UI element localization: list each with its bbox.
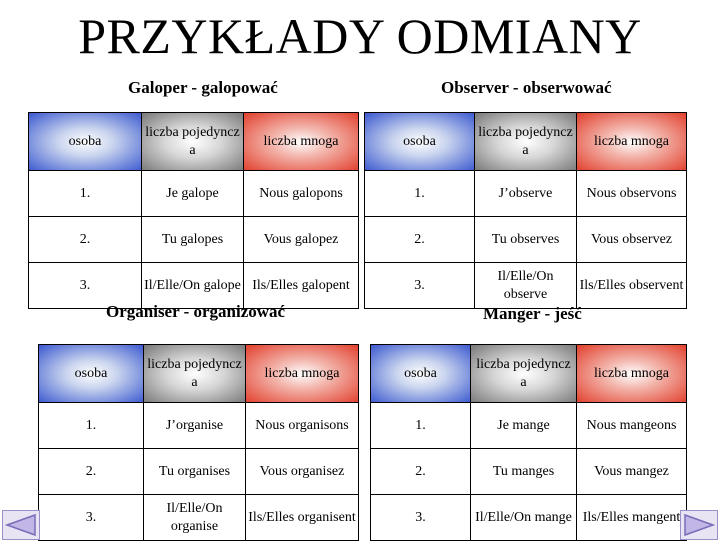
header-osoba: osoba (364, 112, 475, 171)
header-singular: liczba pojedyncz a (143, 344, 246, 403)
singular-cell: Il/Elle/On observe (474, 262, 577, 309)
plural-cell: Nous mangeons (576, 402, 687, 449)
person-cell: 2. (28, 216, 142, 263)
person-cell: 3. (364, 262, 475, 309)
singular-cell: Tu observes (474, 216, 577, 263)
person-cell: 2. (364, 216, 475, 263)
header-plural: liczba mnoga (245, 344, 359, 403)
table-row: 2. Tu observes Vous observez (364, 216, 687, 263)
plural-cell: Vous organisez (245, 448, 359, 495)
table-row: 3. Il/Elle/On mange Ils/Elles mangent (370, 494, 687, 541)
conjugation-table-organiser: osoba liczba pojedyncz a liczba mnoga 1.… (38, 344, 359, 541)
plural-cell: Vous observez (576, 216, 687, 263)
singular-cell: Tu manges (470, 448, 577, 495)
singular-cell: Il/Elle/On mange (470, 494, 577, 541)
singular-cell: Tu galopes (141, 216, 244, 263)
person-cell: 1. (38, 402, 144, 449)
plural-cell: Ils/Elles mangent (576, 494, 687, 541)
previous-slide-button[interactable] (2, 510, 40, 540)
header-singular: liczba pojedyncz a (470, 344, 577, 403)
header-singular: liczba pojedyncz a (474, 112, 577, 171)
table-row: 1. Je mange Nous mangeons (370, 402, 687, 449)
conjugation-table-manger: osoba liczba pojedyncz a liczba mnoga 1.… (370, 344, 687, 541)
header-plural: liczba mnoga (576, 112, 687, 171)
conjugation-table-galoper: osoba liczba pojedyncz a liczba mnoga 1.… (28, 112, 359, 309)
person-cell: 3. (370, 494, 471, 541)
plural-cell: Vous galopez (243, 216, 359, 263)
singular-cell: J’organise (143, 402, 246, 449)
plural-cell: Ils/Elles organisent (245, 494, 359, 541)
table-row: 1. J’organise Nous organisons (38, 402, 359, 449)
subtitle-observer: Observer - obserwować (441, 78, 612, 97)
plural-cell: Ils/Elles observent (576, 262, 687, 309)
person-cell: 3. (38, 494, 144, 541)
table-row: 1. J’observe Nous observons (364, 170, 687, 217)
next-slide-button[interactable] (680, 510, 718, 540)
table-row: 2. Tu organises Vous organisez (38, 448, 359, 495)
subtitle-galoper: Galoper - galopować (128, 78, 278, 97)
table-row: 3. Il/Elle/On organise Ils/Elles organis… (38, 494, 359, 541)
slide-title: PRZYKŁADY ODMIANY (78, 8, 642, 64)
singular-cell: Tu organises (143, 448, 246, 495)
plural-cell: Ils/Elles galopent (243, 262, 359, 309)
singular-cell: Il/Elle/On organise (143, 494, 246, 541)
plural-cell: Nous observons (576, 170, 687, 217)
table-row: 3. Il/Elle/On galope Ils/Elles galopent (28, 262, 359, 309)
table-row: 1. Je galope Nous galopons (28, 170, 359, 217)
previous-slide-icon (4, 513, 36, 537)
plural-cell: Nous galopons (243, 170, 359, 217)
person-cell: 1. (370, 402, 471, 449)
person-cell: 2. (38, 448, 144, 495)
header-osoba: osoba (38, 344, 144, 403)
header-plural: liczba mnoga (243, 112, 359, 171)
singular-cell: Il/Elle/On galope (141, 262, 244, 309)
singular-cell: Je mange (470, 402, 577, 449)
subtitle-manger: Manger - jeść (483, 304, 582, 323)
person-cell: 1. (28, 170, 142, 217)
table-row: 3. Il/Elle/On observe Ils/Elles observen… (364, 262, 687, 309)
plural-cell: Nous organisons (245, 402, 359, 449)
table-row: 2. Tu galopes Vous galopez (28, 216, 359, 263)
header-osoba: osoba (370, 344, 471, 403)
header-plural: liczba mnoga (576, 344, 687, 403)
plural-cell: Vous mangez (576, 448, 687, 495)
singular-cell: Je galope (141, 170, 244, 217)
conjugation-table-observer: osoba liczba pojedyncz a liczba mnoga 1.… (364, 112, 687, 309)
person-cell: 3. (28, 262, 142, 309)
table-row: 2. Tu manges Vous mangez (370, 448, 687, 495)
singular-cell: J’observe (474, 170, 577, 217)
header-osoba: osoba (28, 112, 142, 171)
next-slide-icon (684, 513, 716, 537)
person-cell: 2. (370, 448, 471, 495)
person-cell: 1. (364, 170, 475, 217)
header-singular: liczba pojedyncz a (141, 112, 244, 171)
